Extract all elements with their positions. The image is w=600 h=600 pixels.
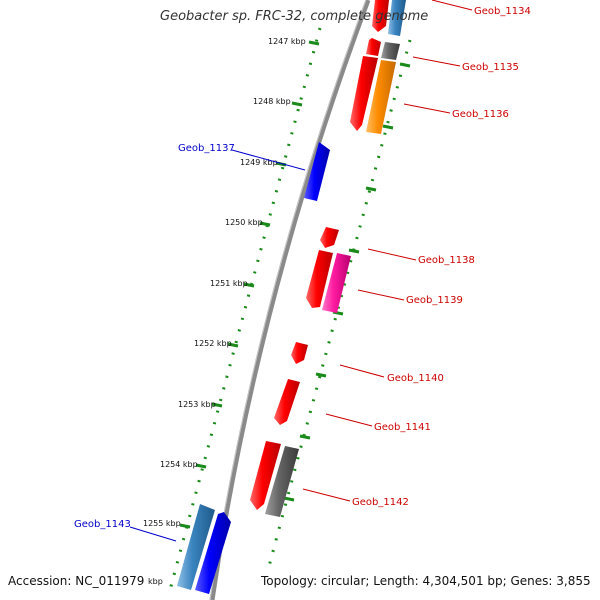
tick-label-1255: 1255 kbp (143, 519, 181, 528)
gene-geob-1134[interactable] (372, 0, 389, 32)
accession-text: Accession: NC_011979 (8, 574, 145, 588)
gene-geob-1136[interactable] (366, 60, 396, 134)
leader-geob-1141 (325, 413, 373, 427)
gene-geob-1139-red[interactable] (306, 250, 333, 308)
gene-label-geob-1137[interactable]: Geob_1137 (178, 143, 235, 154)
leader-geob-1142 (302, 488, 351, 502)
leader-geob-1143 (129, 526, 177, 542)
leader-geob-1134 (431, 0, 473, 11)
gene-geob-1135-gray[interactable] (381, 42, 400, 60)
genome-backbone-highlight (209, 0, 367, 600)
gene-label-geob-1142[interactable]: Geob_1142 (352, 497, 409, 508)
gene-label-geob-1136[interactable]: Geob_1136 (452, 109, 509, 120)
topology-text: Topology: circular; Length: 4,304,501 bp… (261, 574, 591, 588)
leader-geob-1135 (412, 56, 461, 67)
gene-geob-1138[interactable] (320, 227, 339, 248)
map-title: Geobacter sp. FRC-32, complete genome (160, 9, 429, 24)
gene-geob-1136-red[interactable] (350, 56, 378, 131)
tick-label-unit: kbp (148, 577, 163, 586)
tick-label-1248: 1248 kbp (253, 97, 291, 106)
gene-features (177, 0, 406, 594)
gene-geob-1135[interactable] (366, 38, 381, 56)
tick-label-1251: 1251 kbp (210, 279, 248, 288)
tick-label-1247: 1247 kbp (268, 37, 306, 46)
tick-label-1253: 1253 kbp (178, 400, 216, 409)
leader-lines (129, 0, 473, 542)
gene-geob-1143[interactable] (177, 504, 215, 590)
gene-geob-1137[interactable] (304, 142, 330, 201)
track-inner (266, 39, 412, 571)
genome-backbone (209, 0, 371, 600)
gene-geob-1142-red[interactable] (250, 441, 281, 510)
gene-label-geob-1141[interactable]: Geob_1141 (374, 422, 431, 433)
gene-geob-1134-neighbor[interactable] (388, 0, 406, 36)
leader-geob-1137 (231, 149, 306, 171)
leader-geob-1136 (403, 103, 451, 114)
track-outer (168, 27, 322, 591)
tick-label-1254: 1254 kbp (160, 460, 198, 469)
gene-label-geob-1143[interactable]: Geob_1143 (74, 519, 131, 530)
gene-geob-1139[interactable] (322, 253, 351, 313)
gene-label-geob-1140[interactable]: Geob_1140 (387, 373, 444, 384)
gene-geob-1142[interactable] (265, 446, 299, 517)
leader-geob-1139 (357, 289, 405, 301)
gene-label-geob-1139[interactable]: Geob_1139 (406, 295, 463, 306)
tick-label-1252: 1252 kbp (194, 339, 232, 348)
gene-label-geob-1135[interactable]: Geob_1135 (462, 62, 519, 73)
gene-label-geob-1138[interactable]: Geob_1138 (418, 255, 475, 266)
tick-label-1250: 1250 kbp (225, 218, 263, 227)
tick-marks (179, 40, 411, 529)
gene-geob-1143-blue[interactable] (195, 512, 231, 594)
gene-label-geob-1134[interactable]: Geob_1134 (474, 6, 531, 17)
tick-label-1249: 1249 kbp (240, 158, 278, 167)
gene-geob-1140[interactable] (291, 342, 308, 364)
leader-geob-1138 (367, 248, 417, 261)
gene-geob-1141[interactable] (274, 379, 300, 425)
leader-geob-1140 (339, 364, 385, 378)
